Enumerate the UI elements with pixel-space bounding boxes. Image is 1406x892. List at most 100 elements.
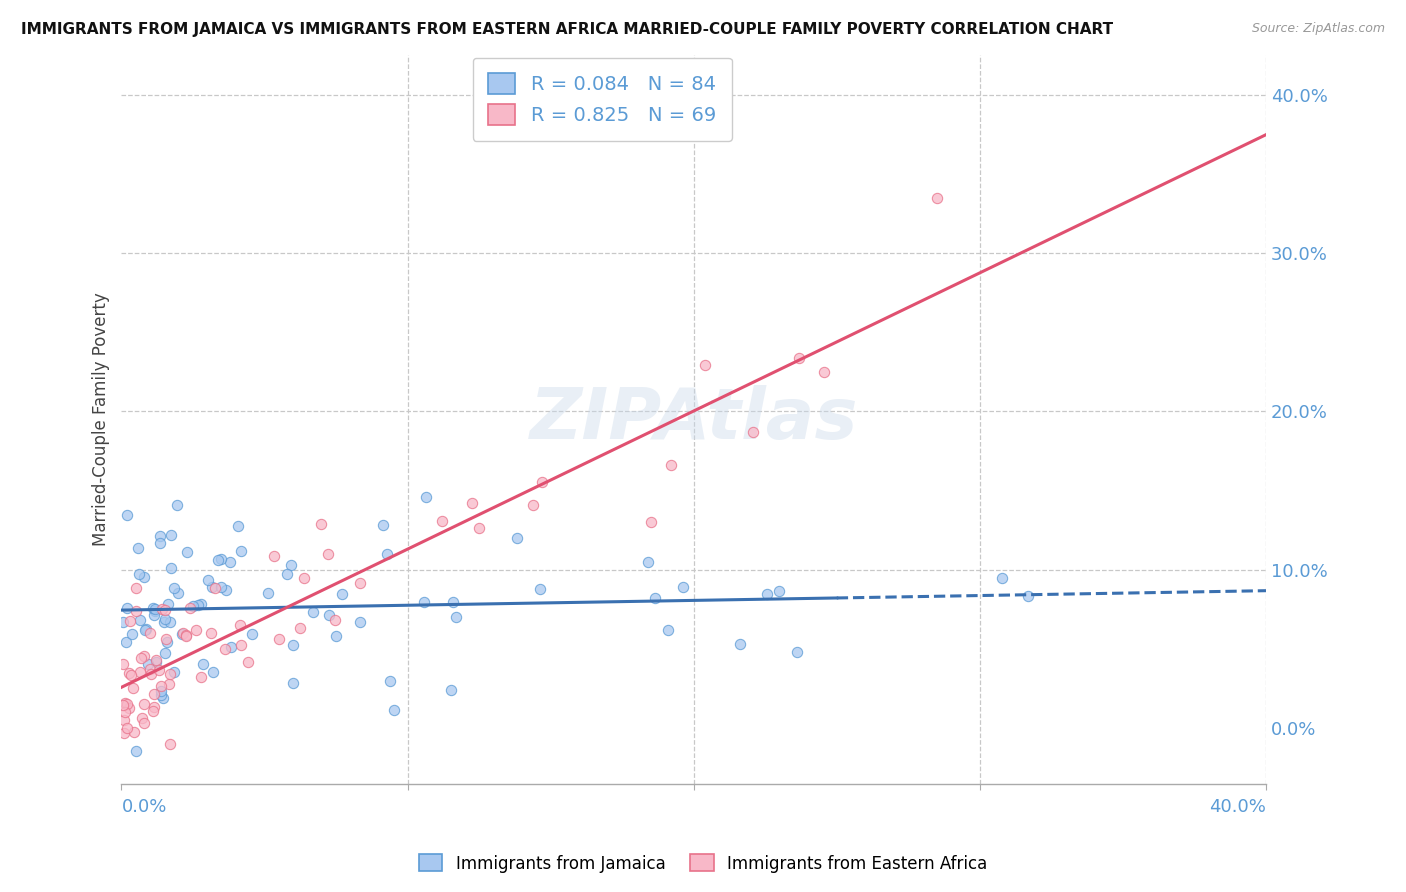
Point <box>114 705 136 719</box>
Point <box>112 615 135 629</box>
Point <box>288 622 311 636</box>
Point <box>145 655 167 669</box>
Point <box>789 351 811 365</box>
Point <box>323 613 346 627</box>
Point <box>207 553 229 567</box>
Point <box>659 458 682 472</box>
Point <box>186 623 208 637</box>
Point <box>925 191 948 205</box>
Point <box>640 515 662 529</box>
Point <box>330 587 353 601</box>
Point <box>742 425 765 440</box>
Point <box>112 698 135 713</box>
Point <box>138 657 160 671</box>
Point <box>134 624 156 638</box>
Point <box>172 626 194 640</box>
Point <box>120 667 142 681</box>
Point <box>209 552 232 566</box>
Point <box>125 605 148 619</box>
Point <box>219 640 242 654</box>
Point <box>200 626 222 640</box>
Point <box>120 615 142 629</box>
Point <box>153 603 176 617</box>
Point <box>229 544 252 558</box>
Point <box>229 618 252 632</box>
Point <box>174 629 197 643</box>
Point <box>281 675 304 690</box>
Point <box>430 514 453 528</box>
Point <box>325 629 347 643</box>
Point <box>179 601 201 615</box>
Point <box>657 623 679 637</box>
Point <box>644 591 666 606</box>
Point <box>768 584 790 599</box>
Point <box>132 715 155 730</box>
Point <box>150 683 173 698</box>
Point <box>139 626 162 640</box>
Point <box>218 555 240 569</box>
Point <box>813 365 835 379</box>
Point <box>316 548 339 562</box>
Point <box>190 670 212 684</box>
Point <box>128 665 150 679</box>
Point <box>349 576 371 591</box>
Point <box>112 657 135 672</box>
Point <box>134 698 156 712</box>
Point <box>163 581 186 595</box>
Point <box>263 549 285 563</box>
Point <box>159 615 181 629</box>
Point <box>149 688 172 702</box>
Point <box>135 622 157 636</box>
Text: ZIPAtlas: ZIPAtlas <box>530 385 858 454</box>
Point <box>695 358 717 372</box>
Point <box>114 696 136 710</box>
Point <box>468 520 491 534</box>
Point <box>124 581 146 595</box>
Point <box>672 580 695 594</box>
Point <box>506 531 529 545</box>
Point <box>127 541 149 556</box>
Point <box>318 608 340 623</box>
Point <box>142 699 165 714</box>
Point <box>728 637 751 651</box>
Point <box>118 701 141 715</box>
Y-axis label: Married-Couple Family Poverty: Married-Couple Family Poverty <box>93 293 110 546</box>
Point <box>280 558 302 572</box>
Point <box>201 580 224 594</box>
Point <box>373 517 395 532</box>
Point <box>191 657 214 671</box>
Point <box>349 615 371 629</box>
Point <box>124 744 146 758</box>
Point <box>375 547 398 561</box>
Point <box>522 498 544 512</box>
Point <box>204 581 226 595</box>
Point <box>148 529 170 543</box>
Point <box>214 641 236 656</box>
Point <box>163 665 186 679</box>
Point <box>529 582 551 597</box>
Point <box>215 582 238 597</box>
Point <box>384 702 406 716</box>
Point <box>131 711 153 725</box>
Point <box>139 666 162 681</box>
Point <box>152 691 174 706</box>
Point <box>256 586 278 600</box>
Point <box>155 634 177 648</box>
Point <box>755 587 778 601</box>
Point <box>143 607 166 622</box>
Point <box>991 571 1014 585</box>
Point <box>122 681 145 695</box>
Point <box>378 673 401 688</box>
Point <box>153 646 176 660</box>
Point <box>236 655 259 669</box>
Point <box>187 598 209 612</box>
Legend: R = 0.084   N = 84, R = 0.825   N = 69: R = 0.084 N = 84, R = 0.825 N = 69 <box>472 58 731 141</box>
Point <box>142 704 165 718</box>
Point <box>160 528 183 542</box>
Point <box>149 536 172 550</box>
Point <box>129 651 152 665</box>
Point <box>167 586 190 600</box>
Point <box>128 567 150 582</box>
Point <box>145 653 167 667</box>
Point <box>115 601 138 615</box>
